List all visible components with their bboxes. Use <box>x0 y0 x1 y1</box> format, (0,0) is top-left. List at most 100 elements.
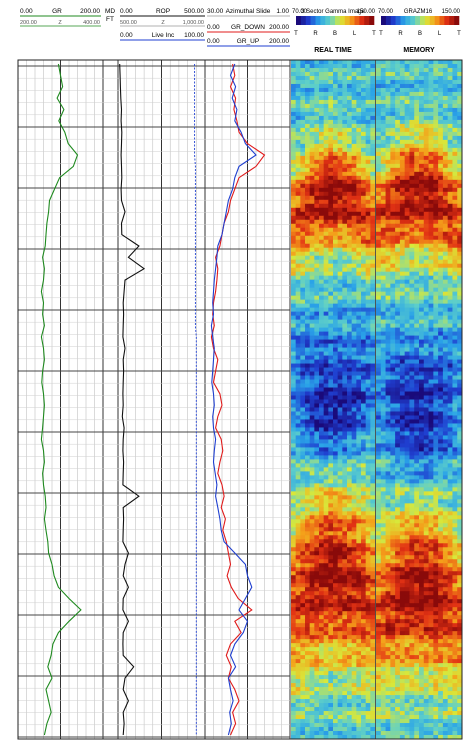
image-pixel <box>342 611 348 616</box>
image-pixel <box>305 63 311 69</box>
image-pixel <box>347 503 353 508</box>
image-pixel <box>305 207 311 213</box>
image-pixel <box>347 311 353 317</box>
image-pixel <box>414 195 420 201</box>
image-pixel <box>414 167 420 173</box>
image-pixel <box>314 507 320 512</box>
image-pixel <box>323 407 329 412</box>
image-pixel <box>370 375 376 380</box>
image-pixel <box>351 67 357 73</box>
image-pixel <box>314 423 320 428</box>
image-pixel <box>414 303 420 309</box>
image-pixel <box>319 267 325 273</box>
image-pixel <box>390 391 396 396</box>
image-pixel <box>300 547 306 552</box>
image-pixel <box>337 691 343 696</box>
image-pixel <box>370 239 376 245</box>
image-pixel <box>385 155 391 161</box>
image-pixel <box>351 399 357 404</box>
image-pixel <box>305 403 311 408</box>
image-pixel <box>423 63 429 69</box>
image-pixel <box>337 435 343 440</box>
image-pixel <box>376 227 382 233</box>
image-pixel <box>376 115 382 121</box>
image-pixel <box>291 207 297 213</box>
image-pixel <box>333 279 339 285</box>
image-pixel <box>328 611 334 616</box>
image-pixel <box>323 159 329 165</box>
image-pixel <box>399 319 406 325</box>
image-pixel <box>323 571 329 576</box>
image-pixel <box>333 323 339 329</box>
image-pixel <box>365 443 371 448</box>
image-pixel <box>342 387 348 392</box>
image-pixel <box>356 75 362 81</box>
image-pixel <box>457 395 463 400</box>
image-pixel <box>395 155 401 161</box>
image-pixel <box>365 375 371 380</box>
image-pixel <box>347 675 353 680</box>
color-scale-swatch <box>395 16 401 25</box>
image-pixel <box>356 295 362 301</box>
image-pixel <box>452 239 458 245</box>
image-pixel <box>314 327 320 332</box>
image-pixel <box>351 183 357 189</box>
image-pixel <box>337 319 343 325</box>
image-pixel <box>423 143 429 149</box>
image-pixel <box>337 519 343 524</box>
image-pixel <box>370 307 376 313</box>
image-pixel <box>333 383 339 388</box>
image-pixel <box>305 611 311 616</box>
image-pixel <box>305 287 311 293</box>
image-pixel <box>390 279 396 285</box>
image-pixel <box>356 379 362 384</box>
image-pixel <box>333 287 339 293</box>
image-pixel <box>390 151 396 157</box>
image-pixel <box>423 75 429 81</box>
image-pixel <box>365 475 371 480</box>
image-pixel <box>385 67 391 73</box>
color-scale-swatch <box>420 16 426 25</box>
image-pixel <box>291 715 297 720</box>
image-pixel <box>305 303 311 309</box>
image-pixel <box>442 103 449 109</box>
image-pixel <box>385 235 391 241</box>
image-pixel <box>447 139 453 145</box>
image-pixel <box>433 203 439 209</box>
image-pixel <box>300 231 306 237</box>
image-pixel <box>365 611 371 616</box>
image-pixel <box>319 179 325 185</box>
image-pixel <box>314 467 320 472</box>
image-pixel <box>291 335 297 340</box>
image-pixel <box>309 167 315 173</box>
image-pixel <box>295 735 301 740</box>
image-pixel <box>328 279 334 285</box>
image-pixel <box>309 239 315 245</box>
image-pixel <box>351 531 357 536</box>
image-pixel <box>351 623 357 628</box>
image-pixel <box>399 367 406 372</box>
image-pixel <box>428 427 434 432</box>
image-pixel <box>433 147 439 153</box>
image-pixel <box>314 347 320 352</box>
image-pixel <box>356 679 362 684</box>
image-pixel <box>409 323 415 329</box>
image-pixel <box>342 703 348 708</box>
image-pixel <box>314 495 320 500</box>
image-pixel <box>385 75 391 81</box>
image-pixel <box>323 663 329 668</box>
image-pixel <box>291 259 297 265</box>
image-pixel <box>351 687 357 692</box>
image-pixel <box>314 711 320 716</box>
image-pixel <box>314 343 320 348</box>
image-pixel <box>452 215 458 221</box>
image-pixel <box>376 247 382 253</box>
image-pixel <box>457 103 463 109</box>
image-pixel <box>442 143 449 149</box>
image-pixel <box>404 99 410 105</box>
image-pixel <box>323 219 329 225</box>
image-pixel <box>305 275 311 281</box>
image-pixel <box>399 95 406 101</box>
image-pixel <box>452 443 458 448</box>
image-pixel <box>356 215 362 221</box>
